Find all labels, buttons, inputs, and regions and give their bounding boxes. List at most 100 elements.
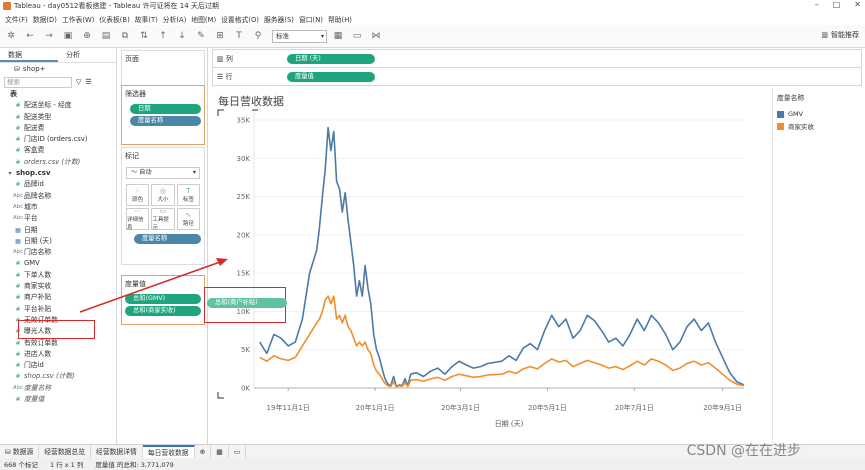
show-cards-icon[interactable]: ▦ [333, 31, 343, 41]
field-item[interactable]: Abc 平台 [0, 213, 116, 224]
field-item[interactable]: # 品牌id [0, 179, 116, 190]
color-button[interactable]: ⁘ 颜色 [126, 184, 150, 206]
tab-data[interactable]: 数据 [0, 48, 58, 62]
columns-shelf[interactable]: ▥ 列 日期 (天) [212, 49, 862, 68]
share-icon[interactable]: ⋈ [371, 31, 381, 41]
datasource-item[interactable]: ⛁ shop+ [0, 63, 116, 75]
columns-icon: ▥ [217, 54, 226, 63]
redo-icon[interactable]: → [45, 31, 53, 41]
rows-shelf[interactable]: ☰ 行 度量值 [212, 67, 862, 86]
line-chart[interactable]: 0K 5K 10K 15K 20K 25K 30K 35K 19年11月1日 20年1月1日 20年… [212, 88, 767, 444]
status-sum: 度量值 的总和: 3,771,079 [95, 461, 174, 469]
presentation-icon[interactable]: ▭ [352, 31, 362, 41]
tab-datasource[interactable]: ⛁ 数据源 [0, 445, 40, 459]
field-item[interactable]: Abc 度量名称 [0, 383, 116, 394]
field-item[interactable]: # 配送类型 [0, 112, 116, 123]
label-icon[interactable]: T [236, 31, 242, 41]
field-item[interactable]: # 门店id [0, 360, 116, 371]
menu-worksheet[interactable]: 工作表(W) [61, 15, 95, 24]
field-item[interactable]: # orders.csv (计数) [0, 157, 116, 168]
marks-card[interactable]: 标记 〜 自动 ⁘ 颜色 ◎ 大小 T 标签 ⋯ 详细信息 ▭ 工具提示 ∿ 路径 度量名称 [121, 147, 205, 265]
mark-type-select[interactable]: 〜 自动 [126, 167, 200, 179]
columns-pill-date-day[interactable]: 日期 (天) [287, 53, 375, 64]
tab-details[interactable]: 经营数据详情 [91, 445, 143, 459]
menu-map[interactable]: 地图(M) [191, 15, 217, 24]
field-search-input[interactable]: 搜索 [4, 76, 72, 88]
field-item[interactable]: Abc 品牌名称 [0, 191, 116, 202]
new-sheet-icon[interactable]: ▤ [101, 31, 111, 41]
view-options-icon[interactable]: ☰ [85, 78, 92, 86]
menu-format[interactable]: 设置格式(O) [221, 15, 259, 24]
size-button[interactable]: ◎ 大小 [151, 184, 175, 206]
minimize-icon[interactable]: – [814, 0, 819, 9]
undo-icon[interactable]: ← [26, 31, 34, 41]
field-item[interactable]: # 下单人数 [0, 270, 116, 281]
measure-values-card[interactable]: 度量值 总和(GMV) 总和(商家实收) [121, 275, 205, 325]
field-name: 商家实收 [24, 282, 52, 291]
field-item[interactable]: # 进店人数 [0, 349, 116, 360]
field-item[interactable]: # GMV [0, 258, 116, 269]
show-me-button[interactable]: ▥ 智能推荐 [821, 30, 859, 40]
field-item[interactable]: # 配送坐标 - 经度 [0, 100, 116, 111]
tableau-home-icon[interactable]: ✲ [7, 31, 15, 41]
field-item[interactable]: # 商家实收 [0, 281, 116, 292]
save-icon[interactable]: ▣ [63, 31, 73, 41]
field-item[interactable]: # shop.csv (计数) [0, 371, 116, 382]
tab-daily-revenue[interactable]: 每日营收数据 [142, 445, 195, 459]
legend-item-merchant-income[interactable]: 商家实收 [773, 120, 861, 132]
new-sheet-tab-icon[interactable]: ⊕ [195, 445, 212, 459]
field-item[interactable]: ▦ 日期 [0, 225, 116, 236]
menu-file[interactable]: 文件(F) [5, 15, 28, 24]
tooltip-button[interactable]: ▭ 工具提示 [151, 207, 175, 231]
field-item[interactable]: # 商户补贴 [0, 292, 116, 303]
field-item[interactable]: Abc 城市 [0, 202, 116, 213]
sort-asc-icon[interactable]: ↑ [159, 31, 167, 41]
rows-pill-measure-values[interactable]: 度量值 [287, 71, 375, 82]
menu-data[interactable]: 数据(D) [32, 15, 57, 24]
field-item[interactable]: # 配送费 [0, 123, 116, 134]
detail-button[interactable]: ⋯ 详细信息 [126, 207, 150, 231]
group-icon[interactable]: ⊞ [216, 31, 224, 41]
sort-desc-icon[interactable]: ↓ [178, 31, 186, 41]
field-item[interactable]: # 客盒费 [0, 145, 116, 156]
chart-view[interactable] [212, 88, 767, 444]
highlight-icon[interactable]: ✎ [197, 31, 205, 41]
menu-dashboard[interactable]: 仪表板(B) [99, 15, 130, 24]
field-item[interactable]: # 门店ID (orders.csv) [0, 134, 116, 145]
tab-analysis[interactable]: 分析 [66, 51, 80, 59]
measure-pill-gmv[interactable]: 总和(GMV) [125, 294, 201, 304]
legend-item-gmv[interactable]: GMV [773, 108, 861, 120]
dragged-pill-merchant-subsidy[interactable]: 总和(商户补贴) [207, 298, 287, 308]
pin-icon[interactable]: ⚲ [254, 31, 262, 41]
filter-pill-date[interactable]: 日期 [130, 104, 201, 114]
label-button[interactable]: T 标签 [176, 184, 200, 206]
field-item[interactable]: Abc 门店名称 [0, 247, 116, 258]
new-dashboard-tab-icon[interactable]: ▦ [211, 445, 229, 459]
duplicate-sheet-icon[interactable]: ⧉ [121, 31, 129, 41]
shop-section[interactable]: ▾ shop.csv [0, 168, 116, 179]
filter-icon[interactable]: ▽ [76, 78, 82, 86]
fit-select[interactable]: 标准 [272, 29, 327, 43]
menu-server[interactable]: 服务器(S) [263, 15, 294, 24]
path-button[interactable]: ∿ 路径 [176, 208, 200, 230]
datasource-icon: ⛁ [14, 65, 20, 73]
maximize-icon[interactable]: □ [832, 0, 841, 9]
menu-help[interactable]: 帮助(H) [327, 15, 352, 24]
tab-overview[interactable]: 经营数据总览 [39, 445, 92, 459]
field-item[interactable]: # 度量值 [0, 394, 116, 405]
field-name: 平台 [24, 214, 38, 223]
menu-story[interactable]: 故事(T) [134, 15, 158, 24]
new-datasource-icon[interactable]: ⊕ [83, 31, 91, 41]
field-item[interactable]: # 有效订单数 [0, 338, 116, 349]
menu-analysis[interactable]: 分析(A) [162, 15, 187, 24]
measure-pill-merchant-income[interactable]: 总和(商家实收) [125, 306, 201, 316]
new-story-tab-icon[interactable]: ▭ [229, 445, 247, 459]
close-icon[interactable]: ✕ [854, 0, 861, 9]
swap-icon[interactable]: ⇅ [140, 31, 148, 41]
menu-window[interactable]: 窗口(N) [298, 15, 323, 24]
marks-pill-measure-names[interactable]: 度量名称 [134, 234, 201, 244]
filter-pill-measure-names[interactable]: 度量名称 [130, 116, 201, 126]
filters-card[interactable]: 筛选器 日期 度量名称 [121, 85, 205, 145]
field-item[interactable]: ▦ 日期 (天) [0, 236, 116, 247]
field-item[interactable]: # 平台补贴 [0, 304, 116, 315]
